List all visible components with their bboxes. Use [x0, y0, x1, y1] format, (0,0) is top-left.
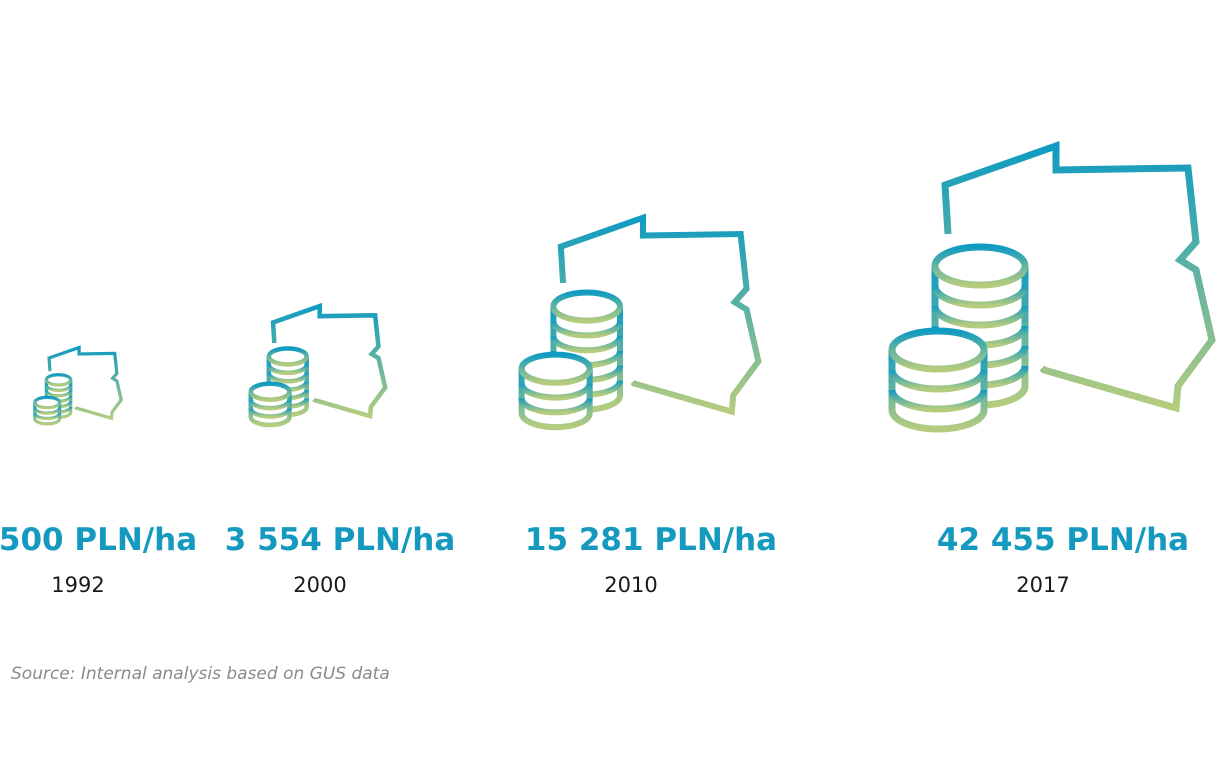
map-coins-icon-2017 — [888, 141, 1216, 433]
icons-layer — [33, 141, 1216, 433]
map-coins-icon-2000 — [248, 302, 388, 428]
source-note: Source: Internal analysis based on GUS d… — [11, 664, 390, 684]
value-label-1992: 500 PLN/ha — [0, 522, 197, 558]
year-label-1992: 1992 — [51, 573, 104, 597]
year-label-2017: 2017 — [1016, 573, 1069, 597]
value-label-2000: 3 554 PLN/ha — [225, 522, 456, 558]
map-coins-icon-2010 — [518, 213, 762, 431]
year-label-2010: 2010 — [604, 573, 657, 597]
labels-layer: 500 PLN/ha 1992 3 554 PLN/ha 2000 15 281 PLN… — [0, 522, 1189, 597]
value-label-2017: 42 455 PLN/ha — [937, 522, 1189, 558]
map-coins-icon-1992 — [33, 345, 123, 426]
year-label-2000: 2000 — [293, 573, 346, 597]
value-label-2010: 15 281 PLN/ha — [525, 522, 777, 558]
